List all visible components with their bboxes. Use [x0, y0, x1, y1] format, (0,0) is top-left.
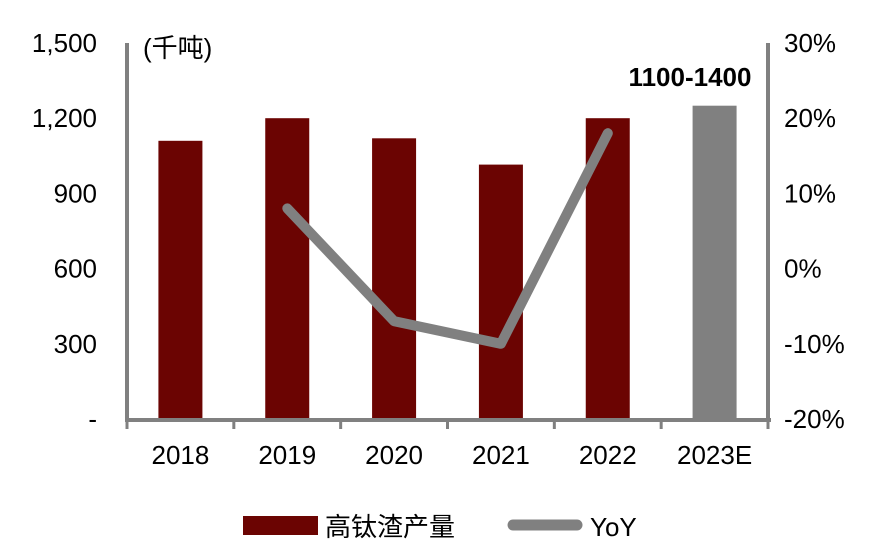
bar-series [158, 105, 737, 421]
bar-2019 [265, 118, 310, 420]
bar-2021 [478, 164, 523, 420]
right-tick-label: -20% [784, 404, 845, 434]
x-label-2019: 2019 [258, 440, 316, 470]
right-tick-label: -10% [784, 329, 845, 359]
forecast-range-annotation: 1100-1400 [629, 62, 752, 92]
yoy-line [282, 128, 613, 349]
right-axis-tick-labels: 30% 20% 10% 0% -10% -20% [784, 28, 845, 434]
legend-bar-label: 高钛渣产量 [325, 512, 455, 542]
right-tick-label: 0% [784, 254, 822, 284]
legend-bar-swatch [243, 516, 318, 535]
bar-2018 [158, 140, 203, 421]
left-tick-label: 900 [54, 178, 97, 208]
x-label-2018: 2018 [151, 440, 209, 470]
left-tick-label: 1,200 [32, 103, 97, 133]
left-tick-label: 600 [54, 254, 97, 284]
right-tick-label: 10% [784, 178, 836, 208]
x-label-2021: 2021 [472, 440, 530, 470]
right-tick-label: 20% [784, 103, 836, 133]
bar-2023E [692, 105, 737, 420]
right-tick-label: 30% [784, 28, 836, 58]
left-tick-label: 300 [54, 329, 97, 359]
left-tick-label: - [88, 404, 97, 434]
x-label-2020: 2020 [365, 440, 423, 470]
axis-unit-label: (千吨) [143, 33, 212, 63]
legend-line-label: YoY [590, 512, 637, 542]
legend: 高钛渣产量 YoY [243, 512, 637, 542]
x-axis-category-labels: 2018 2019 2020 2021 2022 2023E [151, 440, 752, 470]
x-label-2023E: 2023E [677, 440, 752, 470]
x-label-2022: 2022 [579, 440, 637, 470]
yoy-line-series [282, 128, 613, 349]
left-tick-label: 1,500 [32, 28, 97, 58]
left-axis-tick-labels: 1,500 1,200 900 600 300 - [32, 28, 97, 434]
bar-2020 [372, 138, 417, 421]
